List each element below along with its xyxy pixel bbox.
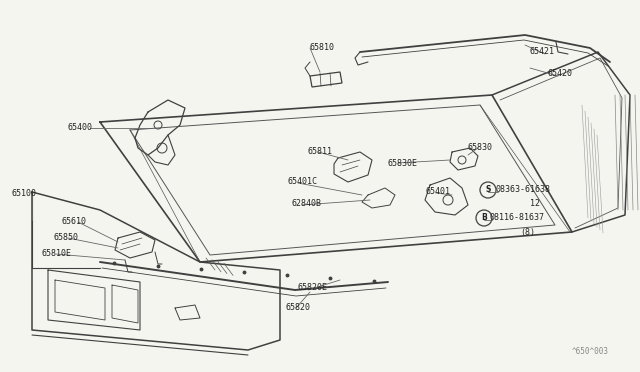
Text: 65401C: 65401C	[288, 177, 318, 186]
Text: 65610: 65610	[62, 218, 87, 227]
Text: 65810E: 65810E	[42, 250, 72, 259]
Text: ^650^003: ^650^003	[572, 347, 609, 356]
Text: 62840B: 62840B	[292, 199, 322, 208]
Text: 65850: 65850	[54, 234, 79, 243]
Text: 65420: 65420	[548, 70, 573, 78]
Text: 65811: 65811	[308, 148, 333, 157]
Text: S: S	[485, 186, 491, 195]
Text: 65830E: 65830E	[388, 158, 418, 167]
Text: 08363-61638: 08363-61638	[496, 186, 551, 195]
Text: B: B	[481, 214, 487, 222]
Text: 65400: 65400	[68, 124, 93, 132]
Text: 65820E: 65820E	[298, 283, 328, 292]
Text: (8): (8)	[520, 228, 535, 237]
Text: 12: 12	[530, 199, 540, 208]
Text: 65810: 65810	[310, 44, 335, 52]
Text: 65830: 65830	[468, 144, 493, 153]
Text: 65820: 65820	[286, 304, 311, 312]
Text: 65100: 65100	[12, 189, 37, 199]
Text: 65401: 65401	[426, 187, 451, 196]
Text: 65421: 65421	[530, 48, 555, 57]
Text: 08116-81637: 08116-81637	[490, 214, 545, 222]
